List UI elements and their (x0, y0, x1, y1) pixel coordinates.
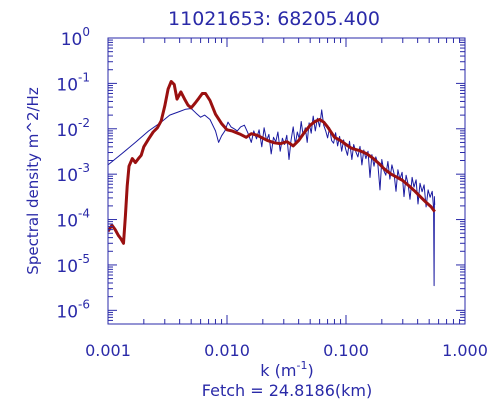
y-tick-label: 10-2 (56, 116, 90, 141)
smoothed-spectrum-line (108, 80, 436, 245)
y-axis-ticks: 10-6 10-5 10-4 10-3 10-2 10-1 100 (56, 25, 465, 325)
x-tick-label: 0.001 (85, 341, 131, 360)
y-tick-label: 10-4 (56, 207, 90, 232)
chart-title: 11021653: 68205.400 (168, 8, 380, 30)
x-tick-label: 1.000 (442, 341, 488, 360)
y-axis-label: Spectral density m^2/Hz (24, 87, 42, 275)
x-tick-label: 0.010 (204, 341, 250, 360)
y-tick-label: 10-6 (56, 297, 90, 322)
x-axis-ticks: 0.001 0.010 0.100 1.000 (85, 38, 488, 360)
y-tick-label: 100 (61, 25, 90, 50)
y-tick-label: 10-3 (56, 161, 90, 186)
y-tick-label: 10-1 (56, 70, 90, 95)
raw-spectrum-line (108, 108, 436, 287)
x-tick-label: 0.100 (323, 341, 369, 360)
x-axis-label: k (m-1) (260, 359, 313, 380)
fetch-footer: Fetch = 24.8186(km) (202, 381, 372, 400)
y-tick-label: 10-5 (56, 252, 90, 277)
